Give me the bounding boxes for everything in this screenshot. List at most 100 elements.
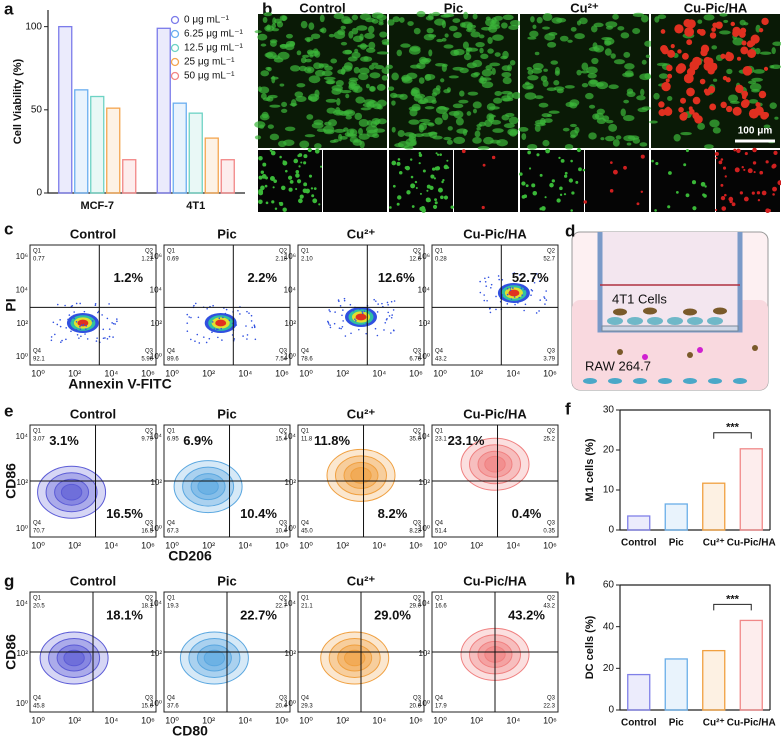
event xyxy=(108,328,111,330)
cell-dot xyxy=(588,46,600,52)
quadrant-name: Q1 xyxy=(435,249,444,255)
cell-dot xyxy=(626,88,634,95)
quadrant-value: 6.76 xyxy=(409,357,421,363)
thumb-dot xyxy=(753,171,756,174)
cell-dot xyxy=(333,128,346,133)
cell-dot xyxy=(381,75,388,81)
cell-dot xyxy=(406,72,418,80)
cell-dot xyxy=(391,100,396,106)
cell-dot xyxy=(270,76,279,80)
quadrant-percent: 0.4% xyxy=(512,506,542,521)
cell-dot xyxy=(352,85,363,93)
thumb-dot xyxy=(525,184,529,188)
cell-dot xyxy=(371,12,384,19)
plot-title: Control xyxy=(70,573,116,588)
dead-dot xyxy=(661,81,671,92)
quadrant-name: Q2 xyxy=(145,429,154,435)
dead-dot xyxy=(712,63,717,68)
cell-dot xyxy=(310,33,321,40)
event xyxy=(484,277,486,280)
dead-dot xyxy=(758,90,767,99)
x-tick-label: Pic xyxy=(669,538,684,549)
cell-dot xyxy=(624,63,635,70)
dead-dot xyxy=(658,109,666,117)
particles xyxy=(613,307,758,358)
quadrant-percent: 1.2% xyxy=(113,270,143,285)
quadrant-percent: 12.6% xyxy=(378,270,415,285)
y-axis-label: PI xyxy=(3,298,19,311)
cell-dot xyxy=(502,50,509,59)
thumb-dot xyxy=(308,174,313,178)
cell-dot xyxy=(492,34,504,41)
thumb-dot xyxy=(461,149,466,154)
x-tick-label: 10² xyxy=(202,368,215,378)
quadrant-percent: 18.1% xyxy=(106,607,143,622)
cell-dot xyxy=(534,124,541,132)
event xyxy=(253,324,256,327)
dead-dot xyxy=(740,99,749,109)
cell-dot xyxy=(569,129,579,138)
x-tick-label: 10² xyxy=(68,368,81,378)
thumb-dot xyxy=(724,175,727,178)
thumb-dot xyxy=(655,161,659,166)
diagram-label: 4T1 Cells xyxy=(612,291,667,306)
event xyxy=(343,299,346,302)
event xyxy=(543,297,546,300)
x-tick-label: 10⁶ xyxy=(141,715,155,725)
y-tick-label: 10² xyxy=(418,649,430,658)
event xyxy=(381,302,383,305)
y-tick-label: 10⁴ xyxy=(284,432,297,441)
cell-dot xyxy=(472,59,483,68)
event xyxy=(328,309,330,311)
event xyxy=(73,317,75,320)
thumb-dot xyxy=(391,160,397,166)
event xyxy=(50,336,53,338)
cell-dot xyxy=(507,128,519,136)
cell-dot xyxy=(612,139,620,147)
thumb-dot xyxy=(442,179,445,182)
event xyxy=(538,280,541,282)
x-tick-label: Cu-Pic/HA xyxy=(727,718,776,729)
cell-dot xyxy=(319,28,325,33)
dead-dot xyxy=(675,64,685,74)
cell-dot xyxy=(343,62,353,70)
thumb-dot xyxy=(685,149,689,153)
thumb-dot xyxy=(610,161,613,164)
event xyxy=(341,314,343,317)
thumb-dot xyxy=(264,184,268,188)
cell-dot xyxy=(368,41,376,50)
dead-dot xyxy=(754,106,764,116)
event xyxy=(91,320,94,322)
cell-dot xyxy=(483,136,494,145)
quadrant-value: 23.1 xyxy=(435,437,447,443)
cell-dot xyxy=(262,16,268,24)
cell-dot xyxy=(279,83,285,87)
cell-dot xyxy=(304,134,316,138)
quadrant-name: Q4 xyxy=(301,349,310,355)
thumb-dot xyxy=(303,182,308,187)
cell-dot xyxy=(759,51,772,55)
event xyxy=(233,338,236,340)
cell-dot xyxy=(408,119,420,125)
cell-dot xyxy=(337,69,346,75)
y-tick-label: 60 xyxy=(603,580,615,591)
cell-dot xyxy=(637,107,648,113)
thumb-dot xyxy=(296,179,302,184)
cell-dot xyxy=(336,97,341,106)
event xyxy=(498,278,500,281)
event xyxy=(355,319,357,322)
event xyxy=(226,314,228,317)
cell-dot xyxy=(299,140,310,149)
event xyxy=(84,333,86,335)
panel-letter: a xyxy=(4,0,14,18)
particles-pink xyxy=(642,347,703,360)
y-axis-label: Cell Viability (%) xyxy=(12,58,24,144)
dead-dot xyxy=(694,115,703,124)
cell-dot xyxy=(503,123,515,129)
y-tick-label: 10² xyxy=(418,478,430,487)
x-tick-label: 10⁴ xyxy=(238,540,252,550)
cell-dot xyxy=(556,88,564,94)
x-tick-label: 10⁶ xyxy=(141,368,155,378)
event xyxy=(217,328,219,331)
cell-dot xyxy=(351,14,359,21)
